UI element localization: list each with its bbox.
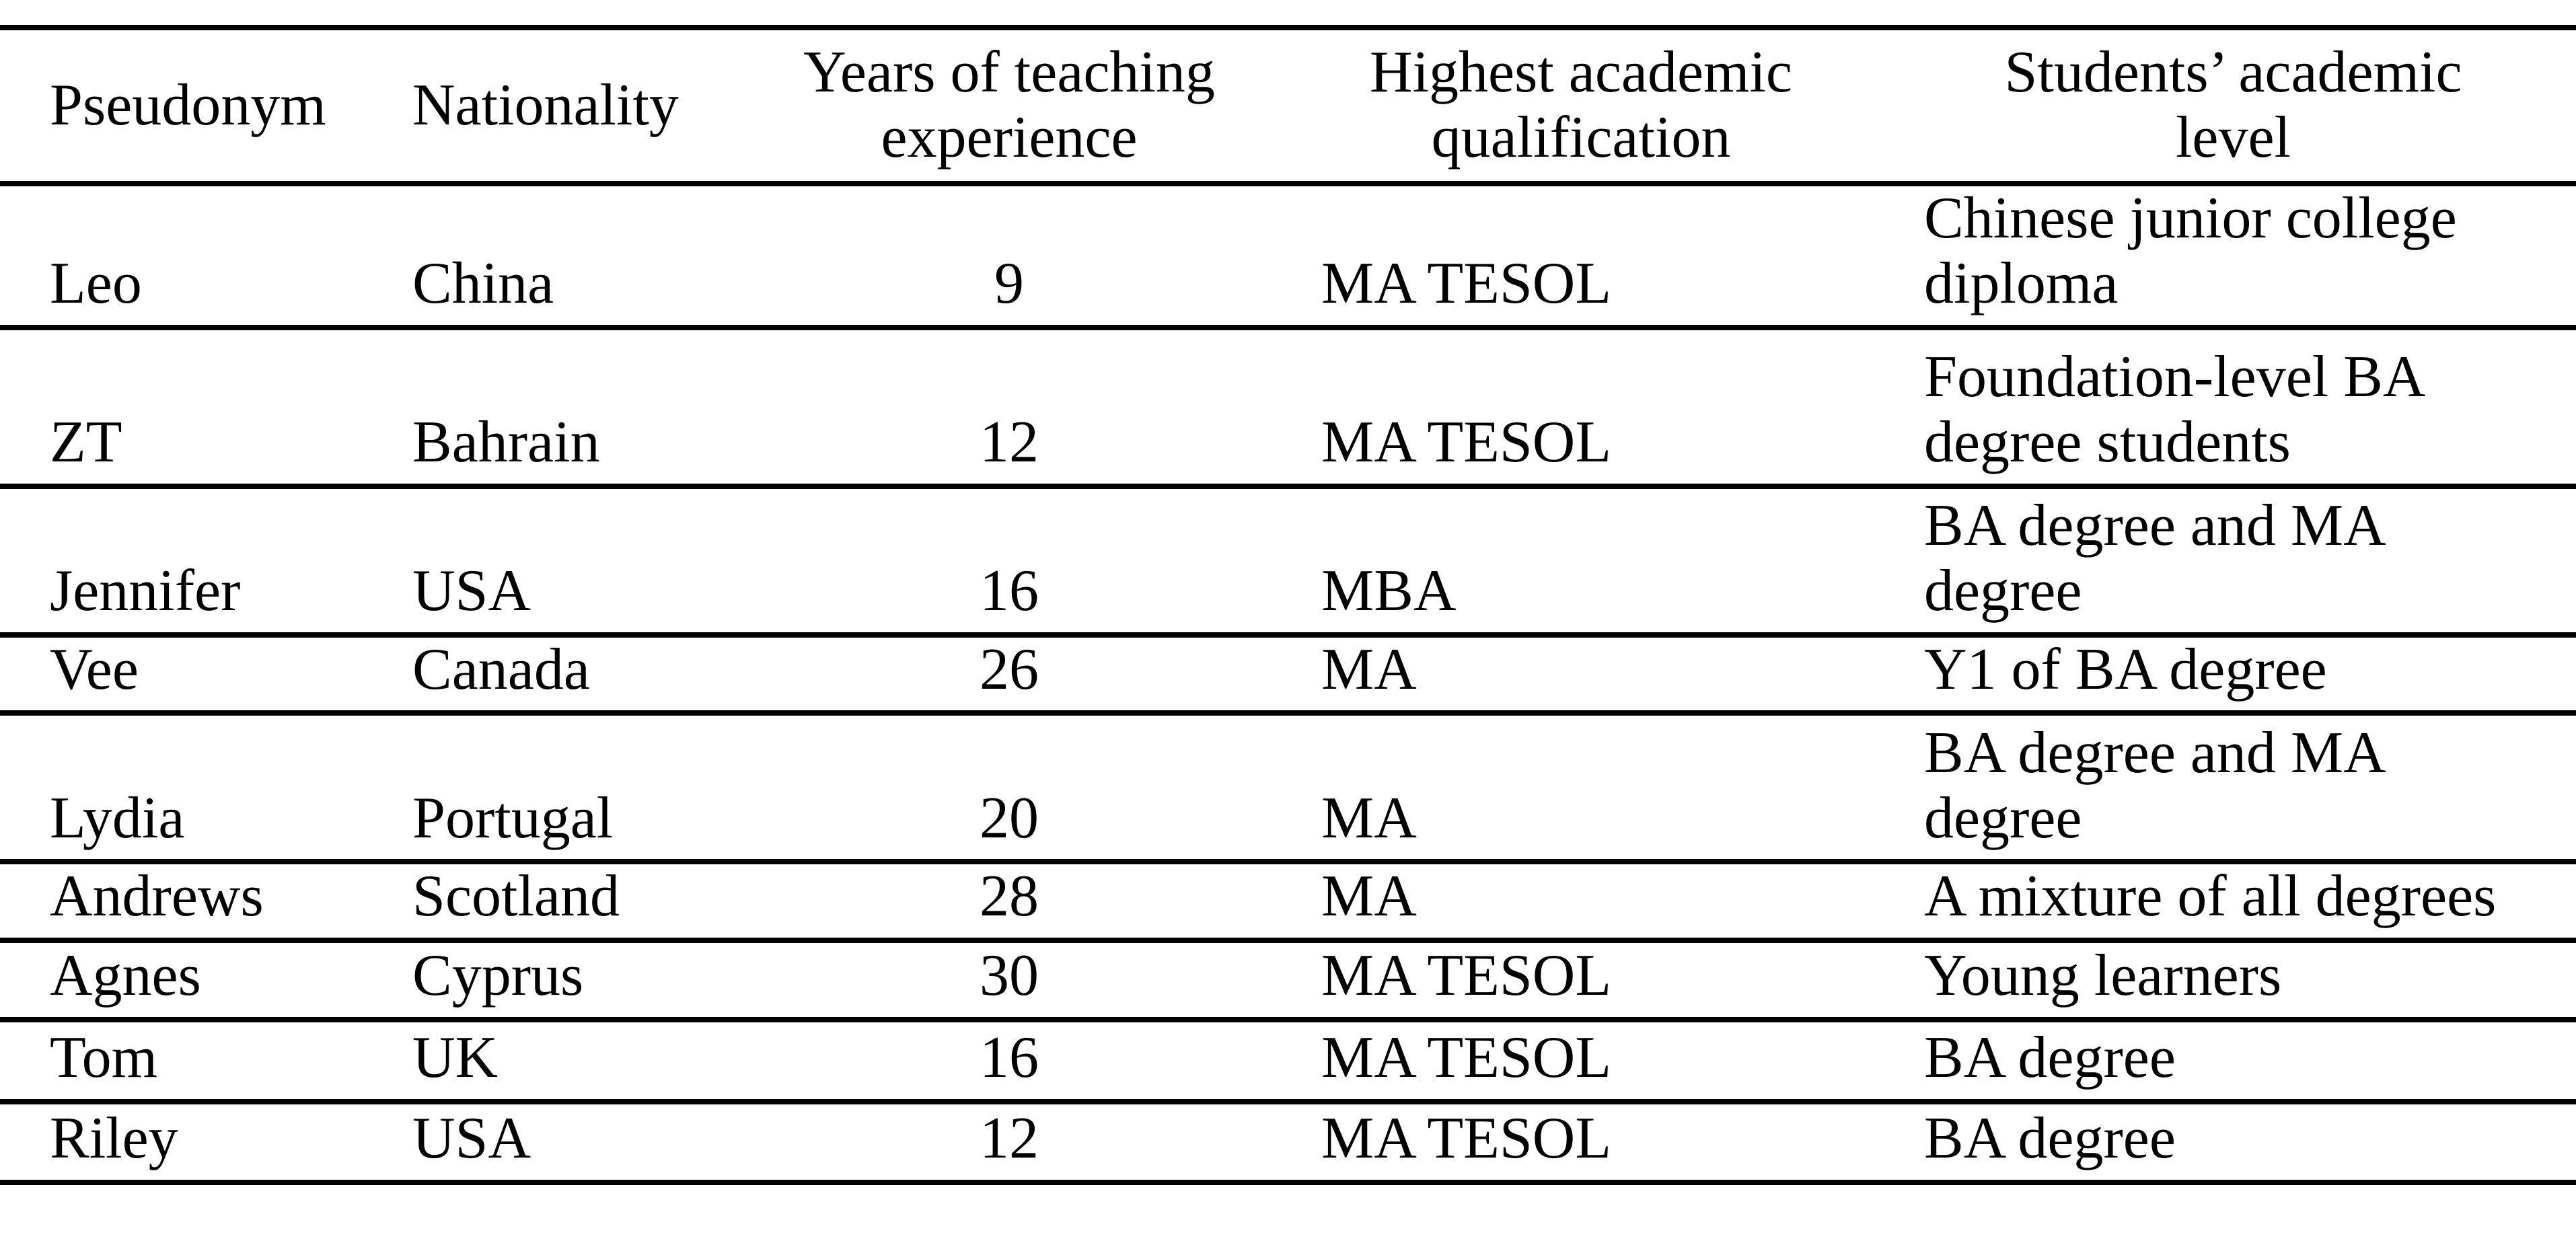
cell-students-level: BA degree bbox=[1924, 1025, 2176, 1091]
column-header-qualification: Highest academic qualification bbox=[1370, 40, 1792, 170]
table-row: Leo China 9 MA TESOL Chinese junior coll… bbox=[0, 184, 2576, 328]
cell-pseudonym: Riley bbox=[50, 1106, 178, 1172]
header-row: Pseudonym Nationality Years of teaching … bbox=[0, 28, 2576, 184]
cell-nationality: USA bbox=[412, 558, 531, 624]
cell-students-level: Foundation-level BA degree students bbox=[1924, 344, 2423, 475]
cell-students-level: A mixture of all degrees bbox=[1924, 864, 2497, 930]
column-header-years: Years of teaching experience bbox=[803, 40, 1215, 170]
cell-qualification: MBA bbox=[1321, 558, 1457, 624]
table-row: Tom UK 16 MA TESOL BA degree bbox=[0, 1020, 2576, 1102]
cell-nationality: Cyprus bbox=[412, 943, 584, 1009]
cell-nationality: Canada bbox=[412, 636, 590, 702]
cell-qualification: MA bbox=[1321, 785, 1417, 851]
cell-pseudonym: Jennifer bbox=[50, 558, 241, 624]
table-row: Lydia Portugal 20 MA BA degree and MA de… bbox=[0, 713, 2576, 862]
column-header-students-level: Students’ academic level bbox=[2004, 40, 2462, 170]
table-row: Agnes Cyprus 30 MA TESOL Young learners bbox=[0, 940, 2576, 1020]
cell-students-level: Y1 of BA degree bbox=[1924, 636, 2327, 702]
column-header-pseudonym: Pseudonym bbox=[50, 72, 326, 138]
cell-nationality: Portugal bbox=[412, 785, 614, 851]
cell-years: 26 bbox=[980, 636, 1039, 702]
cell-years: 16 bbox=[980, 558, 1039, 624]
cell-qualification: MA TESOL bbox=[1321, 1025, 1612, 1091]
table-row: Andrews Scotland 28 MA A mixture of all … bbox=[0, 862, 2576, 941]
table-row: ZT Bahrain 12 MA TESOL Foundation-level … bbox=[0, 328, 2576, 486]
table-row: Jennifer USA 16 MBA BA degree and MA deg… bbox=[0, 486, 2576, 635]
cell-pseudonym: Agnes bbox=[50, 943, 201, 1009]
cell-nationality: UK bbox=[412, 1025, 499, 1091]
cell-students-level: BA degree and MA degree bbox=[1924, 493, 2383, 624]
participants-table-container: Pseudonym Nationality Years of teaching … bbox=[0, 25, 2576, 1185]
cell-students-level: Chinese junior college diploma bbox=[1924, 186, 2457, 316]
cell-qualification: MA TESOL bbox=[1321, 409, 1612, 475]
cell-pseudonym: Tom bbox=[50, 1025, 158, 1091]
table-row: Vee Canada 26 MA Y1 of BA degree bbox=[0, 635, 2576, 714]
cell-pseudonym: Lydia bbox=[50, 785, 185, 851]
cell-students-level: Young learners bbox=[1924, 943, 2282, 1009]
cell-years: 20 bbox=[980, 785, 1039, 851]
cell-students-level: BA degree and MA degree bbox=[1924, 720, 2383, 851]
cell-years: 30 bbox=[980, 943, 1039, 1009]
cell-years: 12 bbox=[980, 409, 1039, 475]
cell-qualification: MA TESOL bbox=[1321, 250, 1612, 316]
cell-qualification: MA TESOL bbox=[1321, 943, 1612, 1009]
column-header-nationality: Nationality bbox=[412, 72, 679, 138]
cell-pseudonym: Vee bbox=[50, 636, 139, 702]
cell-qualification: MA bbox=[1321, 636, 1417, 702]
cell-qualification: MA bbox=[1321, 864, 1417, 930]
cell-years: 9 bbox=[994, 250, 1024, 316]
participants-table: Pseudonym Nationality Years of teaching … bbox=[0, 25, 2576, 1185]
cell-pseudonym: ZT bbox=[50, 409, 122, 475]
cell-years: 12 bbox=[980, 1106, 1039, 1172]
table-row: Riley USA 12 MA TESOL BA degree bbox=[0, 1102, 2576, 1183]
cell-nationality: Scotland bbox=[412, 864, 620, 930]
cell-pseudonym: Andrews bbox=[50, 864, 264, 930]
cell-years: 16 bbox=[980, 1025, 1039, 1091]
cell-nationality: China bbox=[412, 250, 554, 316]
cell-qualification: MA TESOL bbox=[1321, 1106, 1612, 1172]
cell-years: 28 bbox=[980, 864, 1039, 930]
cell-nationality: USA bbox=[412, 1106, 531, 1172]
cell-nationality: Bahrain bbox=[412, 409, 600, 475]
cell-pseudonym: Leo bbox=[50, 250, 142, 316]
cell-students-level: BA degree bbox=[1924, 1106, 2176, 1172]
